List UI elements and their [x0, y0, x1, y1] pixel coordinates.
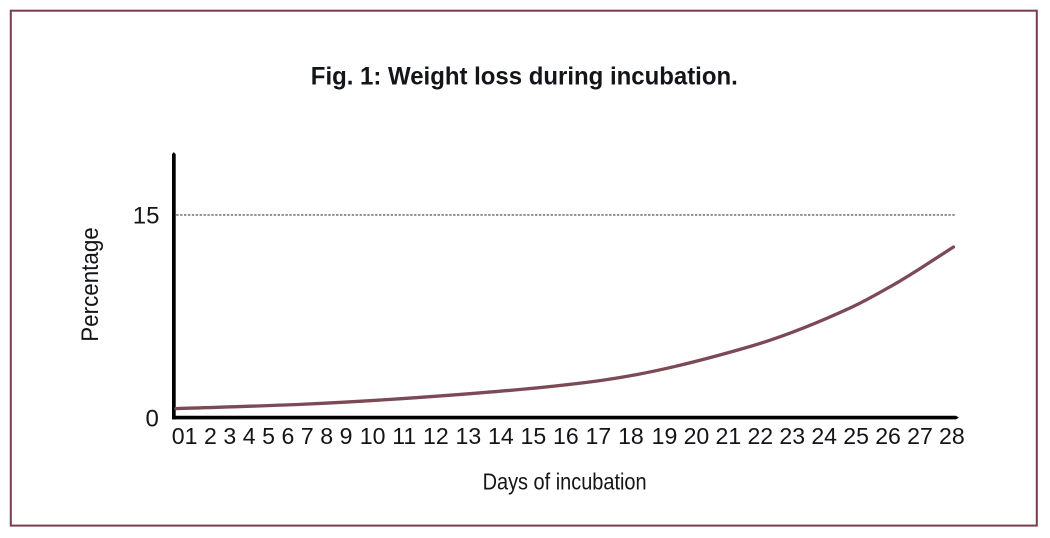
svg-text:Fig. 1: Weight loss during inc: Fig. 1: Weight loss during incubation.: [311, 63, 738, 91]
svg-text:15: 15: [133, 202, 160, 229]
svg-text:01 2 3 4 5 6 7 8 9: 01 2 3 4 5 6 7 8 9: [172, 423, 353, 449]
svg-text:10 11 12 13 14 15 16 17 18: 10 11 12 13 14 15 16 17 18: [360, 423, 644, 449]
svg-text:Percentage: Percentage: [77, 227, 104, 342]
svg-text:Days of incubation: Days of incubation: [483, 468, 647, 494]
svg-text:0: 0: [146, 406, 159, 433]
svg-text:19 20 21 22 23 24 25 26 27 28: 19 20 21 22 23 24 25 26 27 28: [652, 423, 965, 449]
